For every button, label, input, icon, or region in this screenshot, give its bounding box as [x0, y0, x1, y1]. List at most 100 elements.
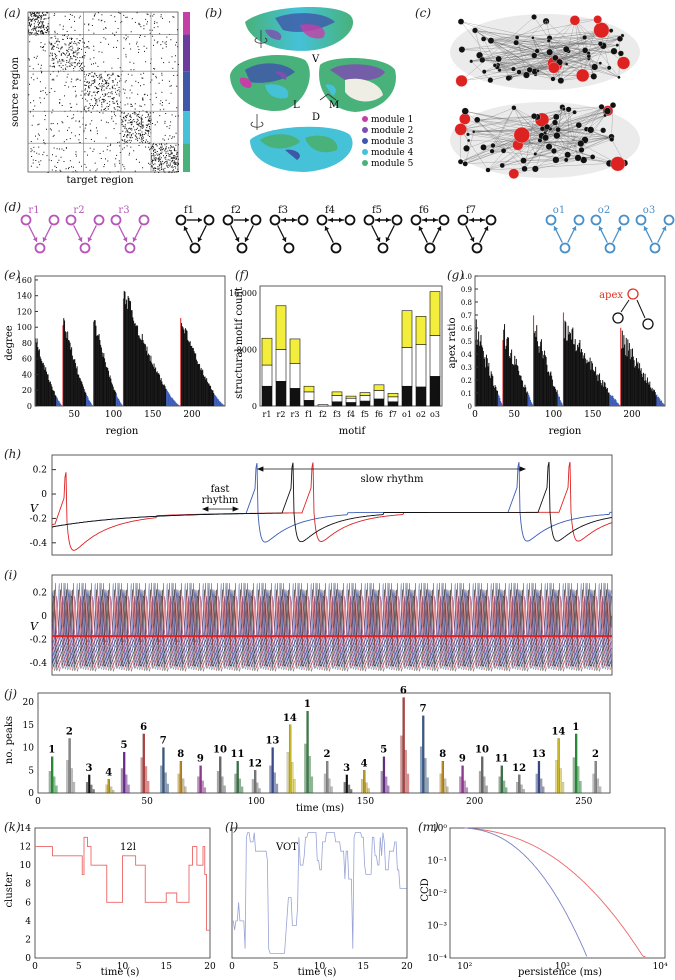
network-node — [553, 132, 561, 140]
apex-ratio-bar — [588, 361, 590, 406]
cluster-number: 14 — [551, 726, 565, 737]
motif-node — [424, 242, 436, 254]
panel-k-xlabel: time (s) — [101, 967, 140, 978]
peak-bar — [419, 746, 423, 794]
cluster-number: 1 — [48, 745, 55, 756]
legend-label: module 1 — [371, 115, 413, 125]
degree-bar — [184, 333, 186, 406]
peak-bar — [463, 780, 466, 794]
apex-ratio-bar — [497, 394, 499, 406]
motif-node — [618, 214, 630, 226]
apex-ratio-bar — [610, 395, 612, 406]
hub-node — [569, 15, 581, 26]
axis-frame — [34, 827, 211, 959]
motif-node — [34, 242, 46, 254]
motif-count-segment — [331, 391, 343, 396]
network-node — [479, 56, 486, 63]
label-b: (b) — [205, 6, 223, 20]
degree-bar — [221, 403, 223, 406]
peak-bar — [251, 779, 255, 794]
motif-count-segment — [261, 364, 273, 387]
y-tick-label: 0 — [25, 954, 31, 964]
peak-bar — [446, 786, 449, 794]
brain-view-medial — [319, 58, 396, 112]
apex-ratio-bar — [617, 403, 619, 406]
network-node — [565, 106, 572, 113]
degree-bar — [75, 368, 77, 406]
cluster-number: 13 — [265, 736, 279, 747]
apex-ratio-bar — [604, 382, 606, 406]
peak-bar — [424, 758, 427, 794]
network-node — [561, 107, 566, 112]
peak-bar — [461, 765, 464, 794]
degree-bar — [42, 362, 44, 406]
degree-bar — [71, 347, 73, 406]
apex-ratio-bar — [632, 348, 634, 406]
peak-bar — [406, 773, 410, 794]
network-node — [617, 75, 621, 80]
network-node — [591, 63, 599, 71]
y-tick-label: 0.2 — [33, 466, 47, 476]
network-node — [466, 132, 470, 137]
motif-count-segment — [373, 390, 385, 400]
motif-count-segment — [359, 400, 371, 407]
peak-bar — [347, 784, 351, 794]
peak-bar — [273, 772, 276, 794]
apex-ratio-bar — [545, 357, 547, 406]
peak-bar — [70, 768, 73, 794]
apex-ratio-bar — [551, 379, 553, 406]
panel-i-traces: 0.2 0 -0.2 -0.4 V — [30, 574, 613, 676]
label-c: (c) — [415, 6, 432, 20]
peak-bar — [579, 781, 582, 794]
peak-bar — [555, 760, 558, 794]
x-tick-label: 0 — [35, 797, 41, 807]
hub-node — [576, 68, 590, 83]
degree-bar — [181, 326, 183, 406]
panel-j-ylabel: no. peaks — [4, 716, 15, 764]
apex-ratio-bar — [630, 348, 632, 406]
apex-ratio-bar — [602, 386, 604, 406]
network-node — [608, 28, 614, 33]
cluster-number: 12 — [248, 758, 262, 769]
degree-bar — [215, 396, 217, 406]
apex-ratio-bar — [613, 397, 615, 406]
peak-bar — [459, 776, 462, 794]
degree-bar — [133, 320, 135, 406]
brain-view-bottom — [250, 126, 353, 172]
apex-ratio-bar — [603, 381, 605, 406]
network-node — [526, 66, 533, 73]
degree-bar — [127, 295, 129, 406]
apex-ratio-bar — [575, 351, 577, 406]
apex-ratio-bar — [664, 405, 666, 406]
cluster-number: 7 — [160, 736, 167, 747]
motif-count-chart: 0 8000 16 000 r1 r2 r3 f1 f2 f3 f4 f5 f6 f7 o1 o2 o3 — [229, 285, 443, 419]
apex-ratio-bar — [577, 347, 579, 406]
apex-ratio-bar — [582, 358, 584, 406]
motif-label: f6 — [419, 205, 429, 216]
y-tick-label: 0 — [252, 402, 257, 411]
y-tick-label: 0.5 — [461, 338, 472, 346]
apex-ratio-bar — [573, 344, 575, 406]
degree-bar — [192, 348, 194, 406]
degree-bar — [207, 383, 209, 406]
network-node — [590, 73, 598, 80]
label-m: (m) — [418, 820, 439, 834]
x-tick-label: 50 — [69, 410, 81, 420]
motif-arrowhead — [436, 226, 442, 231]
motif-count-segment — [261, 337, 273, 366]
motif-arrowhead — [244, 237, 250, 242]
network-node — [578, 146, 585, 153]
apex-ratio-bar — [549, 372, 551, 406]
peak-bar — [236, 761, 239, 794]
degree-bar — [183, 329, 185, 406]
motif-arrowhead — [643, 226, 649, 231]
degree-bar — [45, 371, 47, 406]
cluster-number: 8 — [439, 749, 446, 760]
peak-bar — [140, 757, 143, 794]
apex-ratio-bar — [659, 399, 661, 406]
peak-bar — [380, 771, 383, 794]
degree-bar — [72, 359, 74, 406]
panel-a-matrix: target region source region — [10, 11, 190, 186]
degree-bar — [159, 374, 161, 406]
network-node — [511, 105, 517, 111]
